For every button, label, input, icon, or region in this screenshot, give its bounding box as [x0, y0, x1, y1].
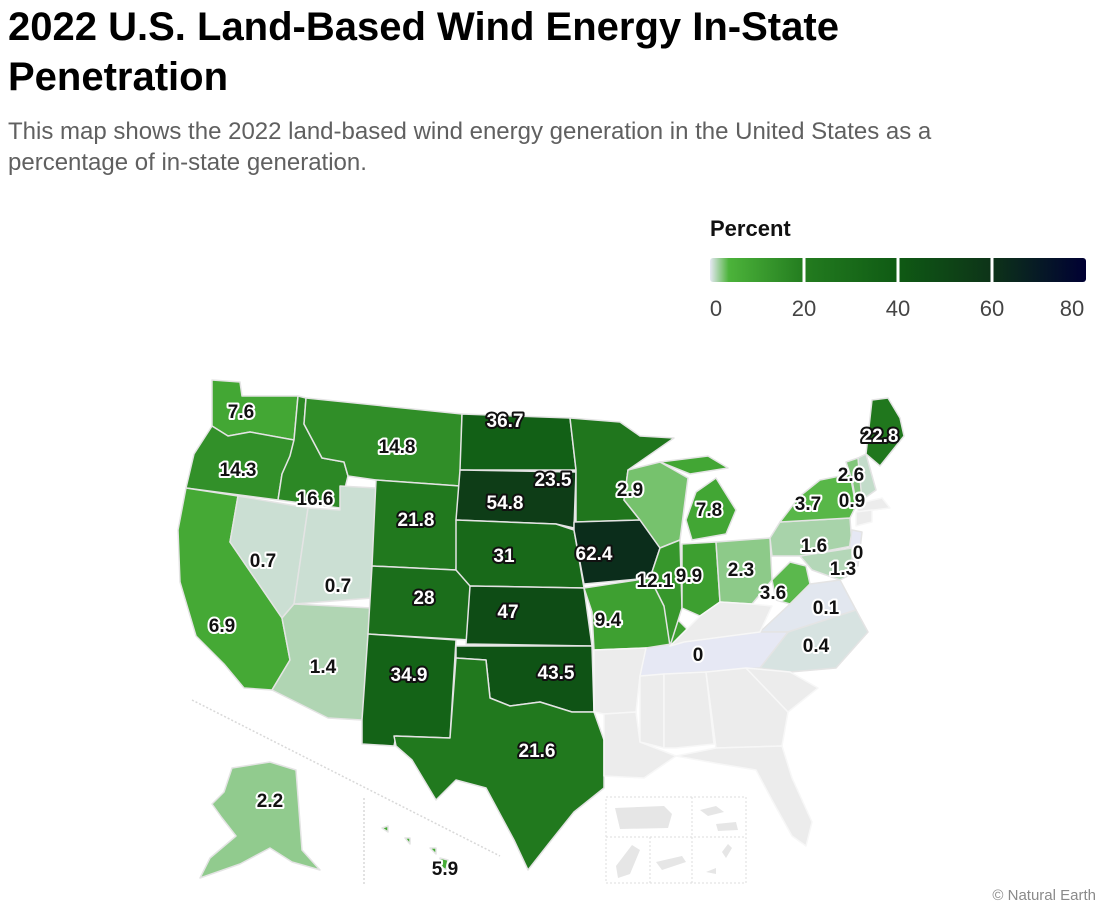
state-ga	[705, 667, 789, 749]
state-value-label: 21.8	[398, 510, 435, 531]
state-value-label: 9.4	[595, 610, 622, 631]
state-nm	[361, 633, 457, 747]
state-value-label: 1.6	[801, 536, 827, 557]
state-la	[603, 711, 677, 779]
state-ne	[455, 519, 585, 589]
state-value-label: 23.5	[535, 470, 572, 491]
state-fl	[675, 745, 813, 847]
state-value-label: 6.9	[209, 616, 235, 637]
state-value-label: 1.4	[310, 657, 337, 678]
state-vt	[845, 457, 863, 503]
state-value-label: 2.6	[838, 465, 864, 486]
state-value-label: 14.3	[220, 460, 257, 481]
state-hi	[381, 825, 449, 871]
state-value-label: 47	[497, 602, 518, 623]
state-value-labels: 7.6 14.3 6.9 0.7 16.6 0.7 1.4 14.8 21.8 28 34.9 36.…	[207, 400, 901, 882]
state-value-label: 0.4	[803, 636, 830, 657]
state-value-label: 7.6	[228, 402, 254, 423]
state-value-label: 0	[693, 645, 704, 666]
state-value-label: 0.1	[813, 598, 840, 619]
state-value-label: 36.7	[487, 411, 524, 432]
state-value-label: 3.7	[795, 494, 821, 515]
state-ct	[855, 509, 873, 527]
state-sd	[455, 469, 577, 529]
state-ms	[639, 673, 665, 749]
page-title: 2022 U.S. Land-Based Wind Energy In-Stat…	[8, 5, 839, 99]
state-value-label: 28	[413, 588, 434, 609]
state-oh	[715, 537, 773, 605]
state-value-label: 54.8	[487, 493, 524, 514]
state-value-label: 0.7	[325, 576, 351, 597]
legend-tick: 0	[709, 296, 723, 321]
state-value-label: 31	[493, 546, 515, 567]
state-me	[865, 397, 905, 467]
state-value-label: 34.9	[391, 665, 428, 686]
state-value-label: 3.6	[760, 583, 786, 604]
state-ky	[669, 601, 773, 647]
guam-shape	[616, 845, 640, 878]
northern-mariana-shape	[706, 844, 732, 874]
state-ks	[465, 585, 593, 647]
state-value-label: 2.3	[728, 560, 754, 581]
state-nh	[857, 453, 877, 501]
legend-divider	[990, 258, 994, 282]
state-value-label: 0	[853, 543, 864, 564]
state-value-label: 9.9	[676, 566, 702, 587]
state-value-label: 5.9	[432, 859, 458, 880]
state-ar	[593, 647, 647, 715]
color-legend: Percent 0 20 40 60 80	[710, 212, 1090, 327]
legend-tick: 40	[885, 296, 911, 321]
territory-insets	[191, 699, 747, 885]
state-value-label: 21.6	[519, 741, 556, 762]
state-value-label: 1.3	[830, 559, 856, 580]
state-ak	[199, 761, 321, 879]
state-al	[663, 671, 715, 749]
state-value-label: 7.8	[696, 500, 722, 521]
state-value-label: 14.8	[379, 437, 416, 458]
state-value-label: 2.9	[617, 480, 643, 501]
state-value-label: 43.5	[538, 663, 575, 684]
state-sc	[745, 667, 819, 713]
state-wa	[211, 379, 299, 441]
state-tx	[393, 657, 605, 871]
state-mi	[659, 455, 737, 541]
legend-title: Percent	[710, 216, 791, 241]
state-value-label: 0.9	[839, 491, 865, 512]
map-credit: © Natural Earth	[992, 887, 1096, 904]
state-value-label: 2.2	[257, 791, 283, 812]
state-ma	[855, 497, 891, 513]
state-value-label: 16.6	[297, 489, 334, 510]
virgin-islands-shape	[700, 806, 738, 831]
puerto-rico-shape	[615, 806, 672, 829]
legend-tick: 60	[979, 296, 1005, 321]
american-samoa-shape	[656, 856, 686, 870]
legend-color-bar	[710, 258, 1086, 282]
state-value-label: 22.8	[862, 426, 899, 447]
state-value-label: 0.7	[250, 551, 276, 572]
legend-divider	[802, 258, 806, 282]
state-value-label: 12.1	[637, 571, 674, 592]
legend-divider	[896, 258, 900, 282]
state-shapes	[177, 379, 905, 879]
legend-tick: 80	[1059, 296, 1085, 321]
territories-inset-frame	[605, 796, 747, 884]
state-md	[799, 547, 853, 581]
state-value-label: 62.4	[576, 544, 613, 565]
legend-tick: 20	[791, 296, 817, 321]
page-subtitle: This map shows the 2022 land-based wind …	[8, 118, 932, 176]
inset-divider-line	[191, 699, 501, 857]
